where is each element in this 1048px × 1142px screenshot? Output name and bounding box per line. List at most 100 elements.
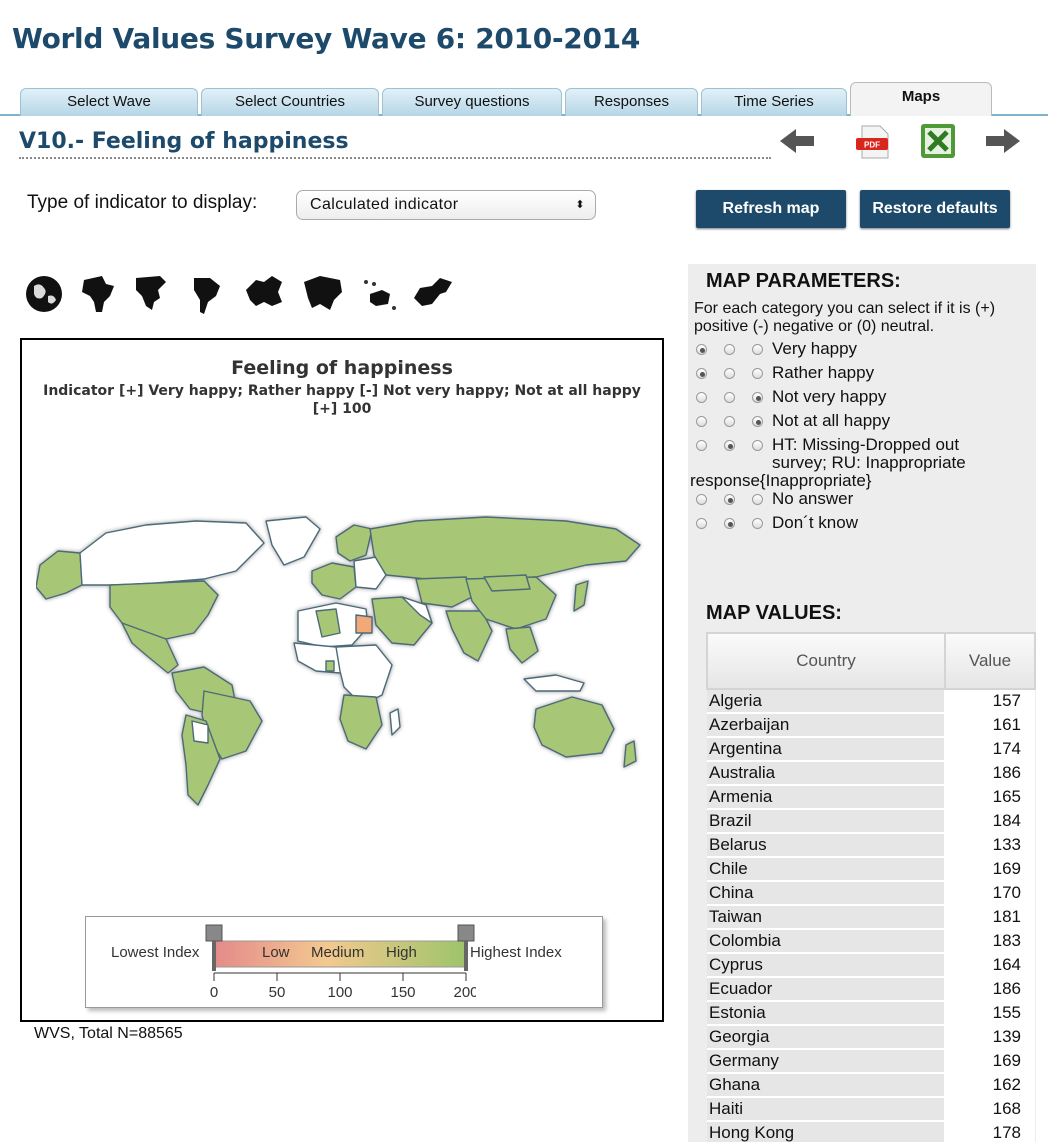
country-cell: Germany: [707, 1049, 946, 1074]
map-subtitle: Indicator [+] Very happy; Rather happy […: [43, 383, 641, 417]
legend-band-high: High: [386, 944, 417, 961]
table-row: Belarus 133: [707, 833, 1035, 858]
question-title: V10.- Feeling of happiness: [19, 129, 771, 159]
radio-neutral[interactable]: [752, 440, 763, 451]
radio-positive[interactable]: [696, 518, 707, 529]
map-region-egypt: [355, 614, 373, 634]
globe-icon[interactable]: [22, 272, 66, 316]
table-row: Hong Kong 178: [707, 1121, 1035, 1142]
map-values-table: Country Value Algeria 157 Azerbaijan 161 Arg…: [706, 632, 1036, 1142]
oceania-icon[interactable]: [356, 272, 400, 316]
middle-east-icon[interactable]: [410, 272, 454, 316]
indicator-select-value: Calculated indicator: [310, 196, 459, 213]
legend-highest-label: Highest Index: [470, 944, 562, 961]
table-row: Brazil 184: [707, 809, 1035, 834]
map-parameters-description: For each category you can select if it i…: [694, 300, 996, 335]
country-cell: Cyprus: [707, 953, 946, 978]
tab-responses[interactable]: Responses: [565, 88, 698, 116]
radio-positive[interactable]: [696, 392, 707, 403]
radio-negative[interactable]: [724, 416, 735, 427]
table-row: Azerbaijan 161: [707, 713, 1035, 738]
param-label: Not very happy: [772, 387, 887, 406]
country-cell: China: [707, 881, 946, 906]
excel-icon[interactable]: [916, 122, 960, 162]
radio-negative[interactable]: [724, 344, 735, 355]
select-arrows-icon: ⬍: [575, 199, 585, 211]
asia-icon[interactable]: [300, 272, 344, 316]
radio-neutral[interactable]: [752, 494, 763, 505]
tab-maps[interactable]: Maps: [850, 82, 992, 116]
radio-positive[interactable]: [696, 368, 707, 379]
radio-neutral[interactable]: [752, 392, 763, 403]
tab-survey-questions[interactable]: Survey questions: [382, 88, 562, 116]
tab-select-countries[interactable]: Select Countries: [201, 88, 379, 116]
legend-min-handle[interactable]: [205, 924, 223, 971]
europe-icon[interactable]: [242, 272, 286, 316]
country-cell: Azerbaijan: [707, 713, 946, 738]
country-cell: Belarus: [707, 833, 946, 858]
map-region-new-zealand: [623, 740, 637, 768]
world-map[interactable]: [36, 515, 656, 815]
radio-negative[interactable]: [724, 440, 735, 451]
radio-negative[interactable]: [724, 518, 735, 529]
tab-time-series[interactable]: Time Series: [701, 88, 847, 116]
map-region-canada: [79, 520, 265, 586]
param-label: response{Inappropriate}: [690, 471, 872, 490]
side-panel: MAP PARAMETERS: For each category you ca…: [688, 264, 1036, 1142]
total-n-label: WVS, Total N=88565: [34, 1025, 183, 1042]
indicator-select[interactable]: Calculated indicator ⬍: [296, 190, 596, 220]
country-cell: Estonia: [707, 1001, 946, 1026]
param-label: Not at all happy: [772, 411, 891, 430]
legend-lowest-label: Lowest Index: [111, 944, 200, 961]
column-header-country[interactable]: Country: [706, 632, 946, 690]
map-region-southern-africa: [339, 694, 383, 750]
map-parameters-heading: MAP PARAMETERS:: [706, 270, 901, 292]
country-cell: Argentina: [707, 737, 946, 762]
value-cell: 183: [945, 929, 1035, 954]
table-row: Ghana 162: [707, 1073, 1035, 1098]
value-cell: 184: [945, 809, 1035, 834]
south-america-icon[interactable]: [184, 272, 228, 316]
map-region-madagascar: [389, 708, 401, 736]
refresh-map-button[interactable]: Refresh map: [696, 190, 846, 228]
table-row: Taiwan 181: [707, 905, 1035, 930]
radio-positive[interactable]: [696, 344, 707, 355]
arrow-left-icon[interactable]: [776, 122, 820, 162]
radio-negative[interactable]: [724, 368, 735, 379]
restore-defaults-button[interactable]: Restore defaults: [860, 190, 1010, 228]
table-row: Armenia 165: [707, 785, 1035, 810]
legend-tick-label: 150: [390, 984, 415, 1001]
africa-icon[interactable]: [76, 272, 120, 316]
svg-text:PDF: PDF: [864, 141, 880, 150]
legend-tick-label: 100: [327, 984, 352, 1001]
param-label: survey; RU: Inappropriate: [772, 453, 966, 472]
radio-positive[interactable]: [696, 440, 707, 451]
value-cell: 174: [945, 737, 1035, 762]
country-cell: Hong Kong: [707, 1121, 946, 1142]
country-cell: Armenia: [707, 785, 946, 810]
radio-negative[interactable]: [724, 392, 735, 403]
radio-negative[interactable]: [724, 494, 735, 505]
radio-positive[interactable]: [696, 416, 707, 427]
legend-max-handle[interactable]: [457, 924, 475, 971]
map-region-kazakhstan: [415, 576, 477, 608]
radio-neutral[interactable]: [752, 518, 763, 529]
table-row: China 170: [707, 881, 1035, 906]
value-cell: 165: [945, 785, 1035, 810]
radio-positive[interactable]: [696, 494, 707, 505]
north-america-icon[interactable]: [130, 272, 174, 316]
country-cell: Brazil: [707, 809, 946, 834]
tab-select-wave[interactable]: Select Wave: [20, 88, 198, 116]
map-region-scandinavia: [335, 524, 373, 562]
value-cell: 157: [945, 689, 1035, 714]
pdf-icon[interactable]: PDF: [852, 122, 896, 162]
radio-neutral[interactable]: [752, 416, 763, 427]
country-cell: Ghana: [707, 1073, 946, 1098]
table-row: Cyprus 164: [707, 953, 1035, 978]
value-cell: 170: [945, 881, 1035, 906]
param-label: No answer: [772, 489, 854, 508]
arrow-right-icon[interactable]: [980, 122, 1024, 162]
radio-neutral[interactable]: [752, 368, 763, 379]
radio-neutral[interactable]: [752, 344, 763, 355]
column-header-value[interactable]: Value: [944, 632, 1036, 690]
